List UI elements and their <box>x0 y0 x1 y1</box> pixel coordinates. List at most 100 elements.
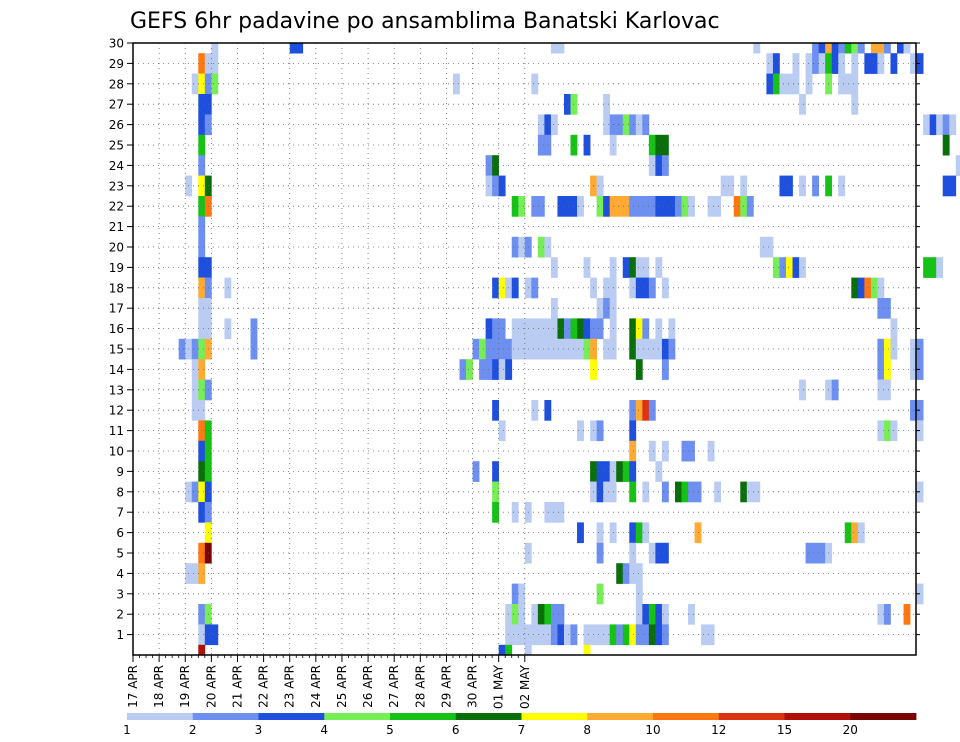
heatmap-cell <box>635 359 643 380</box>
heatmap-cell <box>211 73 219 95</box>
heatmap-cell <box>799 175 806 197</box>
heatmap-cell <box>518 604 526 625</box>
heatmap-cell <box>544 134 552 156</box>
heatmap-cell <box>648 440 656 462</box>
heatmap-cell <box>812 53 819 74</box>
heatmap-cell <box>544 318 552 340</box>
heatmap-cell <box>903 43 911 54</box>
heatmap-cell <box>198 542 206 564</box>
legend-swatch <box>127 713 194 720</box>
heatmap-cell <box>635 563 643 584</box>
heatmap-cell <box>720 175 728 197</box>
heatmap-cell <box>577 338 584 360</box>
heatmap-cell <box>198 563 206 584</box>
heatmap-cell <box>616 461 624 482</box>
heatmap-cell <box>779 257 787 278</box>
heatmap-cell <box>550 318 558 340</box>
heatmap-cell <box>191 379 199 401</box>
heatmap-cell <box>864 277 872 299</box>
heatmap-cell <box>550 257 558 278</box>
y-tick-label: 8 <box>116 485 124 499</box>
heatmap-cell <box>622 114 630 136</box>
legend-swatch <box>850 713 917 720</box>
y-tick-label: 26 <box>109 118 124 132</box>
heatmap-cell <box>877 338 885 360</box>
heatmap-cell <box>531 338 539 360</box>
heatmap-cell <box>603 298 611 319</box>
heatmap-cell <box>198 502 206 523</box>
heatmap-cell <box>511 196 519 217</box>
heatmap-cell <box>635 522 643 544</box>
heatmap-cell <box>629 522 637 544</box>
heatmap-cell <box>492 155 500 176</box>
heatmap-cell <box>511 277 519 299</box>
heatmap-cell <box>198 196 206 217</box>
heatmap-cell <box>772 73 780 95</box>
heatmap-cell <box>622 624 630 646</box>
heatmap-cell <box>198 216 206 238</box>
heatmap-cell <box>642 400 650 421</box>
heatmap-cell <box>505 644 513 656</box>
heatmap-cell <box>648 277 656 299</box>
heatmap-cell <box>563 624 571 646</box>
heatmap-cell <box>518 196 526 217</box>
heatmap-cell <box>622 257 630 278</box>
heatmap-cell <box>955 155 960 176</box>
legend-swatch <box>521 713 588 720</box>
y-tick-label: 15 <box>109 343 124 357</box>
heatmap-cell <box>511 583 519 605</box>
heatmap-cell <box>942 134 950 156</box>
heatmap-cell <box>701 624 708 646</box>
heatmap-cell <box>661 196 669 217</box>
heatmap-cell <box>629 400 637 421</box>
heatmap-cell <box>648 196 656 217</box>
heatmap-cell <box>198 175 206 197</box>
heatmap-cell <box>498 318 506 340</box>
heatmap-cell <box>818 43 826 54</box>
heatmap-cell <box>851 73 859 95</box>
legend-label: 7 <box>518 723 526 737</box>
heatmap-cell <box>766 73 774 95</box>
heatmap-cell <box>799 379 806 401</box>
heatmap-cell <box>191 563 199 584</box>
heatmap-cell <box>635 604 643 625</box>
heatmap-cell <box>831 53 839 74</box>
heatmap-cell <box>727 175 735 197</box>
x-tick-label: 22 APR <box>257 665 271 708</box>
heatmap-cell <box>459 359 467 380</box>
heatmap-cell <box>485 175 493 197</box>
heatmap-cell <box>198 318 206 340</box>
heatmap-cell <box>916 400 924 421</box>
heatmap-cell <box>916 359 924 380</box>
heatmap-cell <box>198 359 206 380</box>
heatmap-cell <box>799 94 806 115</box>
heatmap-cell <box>838 53 846 74</box>
heatmap-cell <box>786 73 793 95</box>
heatmap-cell <box>596 298 604 319</box>
y-axis-ticks: 1234567891011121314151617181920212223242… <box>109 37 920 642</box>
legend-label: 1 <box>123 723 131 737</box>
heatmap-cell <box>603 94 611 115</box>
heatmap-cell <box>485 359 493 380</box>
heatmap-cell <box>629 440 637 462</box>
heatmap-cell <box>897 43 904 54</box>
heatmap-cell <box>661 624 669 646</box>
heatmap-cell <box>877 379 885 401</box>
heatmap-cell <box>629 624 637 646</box>
heatmap-cell <box>198 134 206 156</box>
heatmap-cell <box>544 604 552 625</box>
heatmap-cell <box>877 53 885 74</box>
legend-label: 8 <box>583 723 591 737</box>
heatmap-cell <box>198 155 206 176</box>
legend-swatch <box>784 713 851 720</box>
heatmap-cell <box>524 644 532 656</box>
heatmap-cell <box>838 175 846 197</box>
heatmap-cell <box>629 196 637 217</box>
heatmap-cell <box>838 73 846 95</box>
heatmap-cell <box>851 43 859 54</box>
heatmap-cell <box>936 257 944 278</box>
heatmap-cell <box>629 542 637 564</box>
heatmap-cell <box>511 624 519 646</box>
heatmap-cell <box>877 604 885 625</box>
